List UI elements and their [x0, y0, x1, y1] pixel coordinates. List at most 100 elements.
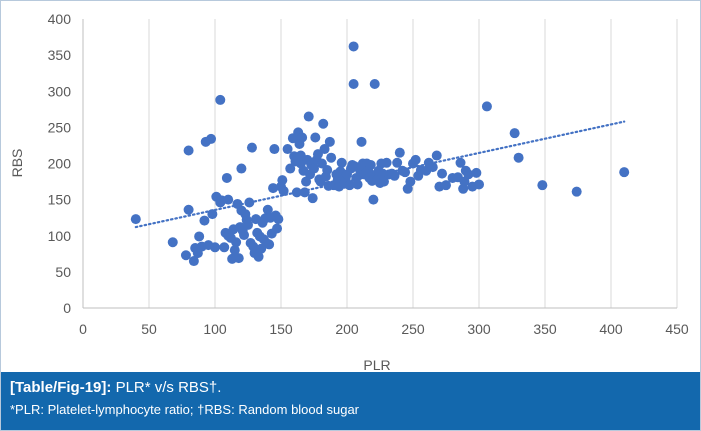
- y-tick-label: 250: [48, 119, 72, 135]
- data-point: [236, 163, 247, 174]
- data-point: [183, 145, 194, 156]
- data-point: [318, 118, 329, 129]
- data-point: [277, 175, 288, 186]
- data-point: [194, 231, 205, 242]
- y-tick-label: 50: [55, 264, 71, 280]
- data-point: [285, 163, 296, 174]
- data-point: [215, 94, 226, 105]
- data-point: [309, 163, 319, 174]
- data-point: [299, 187, 310, 198]
- data-point: [324, 136, 335, 147]
- data-point: [319, 144, 330, 155]
- data-point: [188, 256, 199, 267]
- data-point: [307, 193, 318, 204]
- tick-labels: 0 50 100 150 200 250 300 350 400 450 0 50 100 150 200 2…: [48, 11, 689, 337]
- y-tick-label: 300: [48, 83, 72, 99]
- data-point: [394, 147, 405, 158]
- data-point: [326, 152, 337, 163]
- data-point: [282, 144, 293, 155]
- data-point: [471, 167, 482, 178]
- data-point: [183, 204, 194, 215]
- data-point: [381, 157, 392, 168]
- data-point: [130, 214, 141, 225]
- x-axis-title: PLR: [363, 357, 390, 372]
- data-point: [264, 239, 275, 250]
- data-point: [272, 223, 283, 234]
- data-point: [167, 237, 178, 248]
- axes: [82, 19, 677, 309]
- data-point: [246, 142, 257, 153]
- data-point: [378, 176, 389, 187]
- data-point: [262, 204, 273, 215]
- x-tick-label: 100: [203, 321, 227, 337]
- data-point: [509, 128, 520, 139]
- data-point: [344, 180, 355, 191]
- data-point: [427, 162, 438, 173]
- data-point: [437, 168, 448, 179]
- data-point: [239, 230, 250, 241]
- data-point: [369, 79, 380, 90]
- x-tick-label: 50: [141, 321, 157, 337]
- caption-title: [Table/Fig-19]: PLR* v/s RBS†.: [10, 379, 221, 396]
- data-point: [365, 159, 376, 170]
- y-tick-label: 200: [48, 156, 72, 172]
- x-tick-label: 200: [335, 321, 359, 337]
- data-point: [180, 250, 191, 261]
- data-point: [303, 111, 314, 122]
- y-axis-title: RBS: [9, 149, 25, 178]
- data-point: [474, 179, 484, 190]
- data-point: [221, 172, 232, 183]
- data-point: [389, 170, 400, 181]
- data-point: [513, 152, 524, 163]
- x-tick-label: 450: [665, 321, 689, 337]
- data-point: [619, 167, 630, 178]
- caption-label: [Table/Fig-19]:: [10, 379, 112, 396]
- data-point: [206, 133, 217, 144]
- y-tick-label: 0: [63, 300, 71, 316]
- data-point: [219, 242, 230, 253]
- data-point: [455, 157, 466, 168]
- data-point: [537, 180, 548, 191]
- data-points: [130, 41, 630, 267]
- data-point: [243, 219, 253, 230]
- x-tick-label: 350: [533, 321, 557, 337]
- caption-footnote: *PLR: Platelet-lymphocyte ratio; †RBS: R…: [10, 402, 360, 417]
- data-point: [207, 209, 218, 220]
- data-point: [463, 169, 474, 180]
- data-point: [297, 132, 308, 143]
- data-point: [322, 165, 333, 176]
- y-tick-label: 150: [48, 192, 72, 208]
- data-point: [352, 179, 363, 190]
- data-point: [431, 150, 442, 161]
- data-point: [481, 101, 492, 112]
- data-point: [268, 183, 279, 194]
- data-point: [441, 180, 451, 191]
- data-point: [291, 187, 302, 198]
- data-point: [348, 41, 359, 52]
- data-point: [231, 237, 242, 248]
- data-point: [210, 242, 220, 253]
- data-point: [336, 157, 347, 168]
- data-point: [405, 176, 416, 187]
- x-tick-label: 0: [79, 321, 87, 337]
- data-point: [278, 185, 289, 196]
- caption-text: PLR* v/s RBS†.: [115, 379, 222, 396]
- x-tick-label: 250: [401, 321, 425, 337]
- x-tick-label: 400: [599, 321, 623, 337]
- data-point: [199, 215, 210, 226]
- scatter-chart: 0 50 100 150 200 250 300 350 400 450 0 50 100 150 200 2…: [9, 11, 689, 372]
- x-tick-label: 300: [467, 321, 491, 337]
- y-tick-label: 400: [48, 11, 72, 27]
- data-point: [571, 186, 582, 197]
- data-point: [410, 154, 421, 165]
- data-point: [392, 157, 403, 168]
- data-point: [229, 245, 240, 256]
- x-tick-label: 150: [269, 321, 293, 337]
- y-tick-label: 350: [48, 47, 72, 63]
- data-point: [356, 136, 367, 147]
- data-point: [400, 167, 411, 178]
- caption-bar: [Table/Fig-19]: PLR* v/s RBS†. *PLR: Pla…: [1, 372, 700, 430]
- y-tick-label: 100: [48, 228, 72, 244]
- data-point: [233, 253, 244, 264]
